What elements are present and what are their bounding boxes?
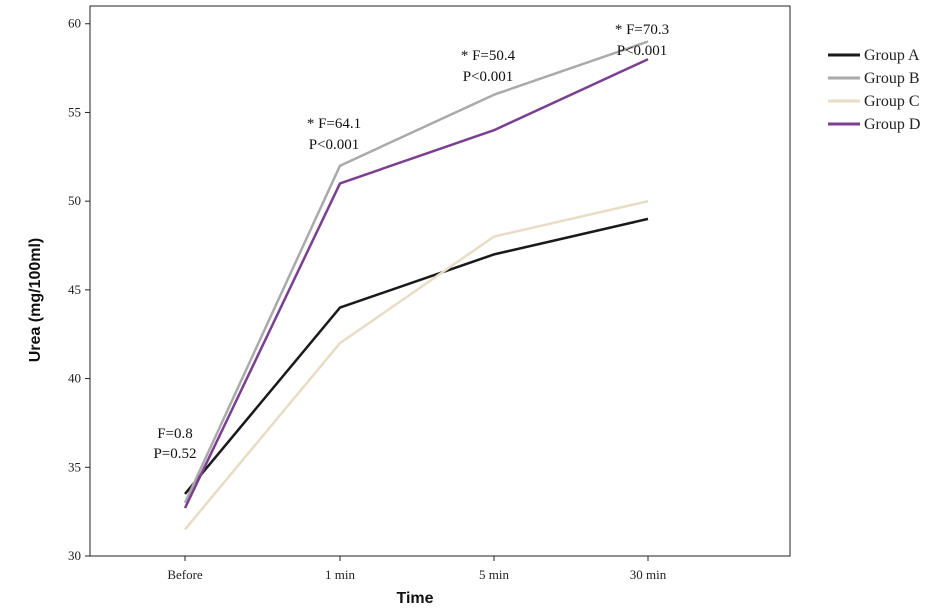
y-tick-label: 30 (68, 548, 81, 563)
annotation-text: P<0.001 (617, 43, 668, 59)
series-line-group-d (183, 58, 649, 509)
annotation-text: P=0.52 (153, 446, 196, 462)
annotations: F=0.8 P=0.52 * F=64.1 P<0.001 * F=50.4 P<0.00… (153, 22, 669, 462)
legend-label: Group D (864, 116, 920, 133)
series-line-group-a (184, 217, 649, 495)
y-axis: 30 35 40 45 50 55 60 (68, 16, 90, 563)
legend-label: Group A (864, 47, 920, 64)
y-tick-label: 40 (68, 371, 81, 386)
series-line-group-b (183, 40, 649, 504)
series-lines (183, 40, 649, 531)
series-line-group-c (184, 199, 649, 531)
x-tick-label: Before (167, 567, 203, 582)
x-tick-label: 1 min (325, 567, 355, 582)
legend: Group A Group B Group C Group D (828, 47, 920, 133)
y-tick-label: 55 (68, 104, 81, 119)
plot-frame (89, 5, 791, 557)
y-axis-title: Urea (mg/100ml) (27, 238, 44, 363)
x-axis: Before 1 min 5 min 30 min (167, 556, 667, 582)
x-tick-label: 5 min (479, 567, 509, 582)
annotation-text: * F=64.1 (307, 116, 361, 132)
y-tick-label: 50 (68, 193, 81, 208)
annotation-text: F=0.8 (157, 426, 193, 442)
x-axis-title: Time (396, 590, 433, 607)
annotation-text: * F=70.3 (615, 22, 669, 38)
annotation-text: P<0.001 (463, 69, 514, 85)
legend-label: Group C (864, 93, 920, 110)
y-tick-label: 60 (68, 16, 81, 31)
annotation-text: * F=50.4 (461, 48, 516, 64)
y-tick-label: 35 (68, 459, 81, 474)
annotation-text: P<0.001 (309, 137, 360, 153)
x-tick-label: 30 min (630, 567, 667, 582)
y-tick-label: 45 (68, 282, 81, 297)
legend-label: Group B (864, 70, 920, 87)
